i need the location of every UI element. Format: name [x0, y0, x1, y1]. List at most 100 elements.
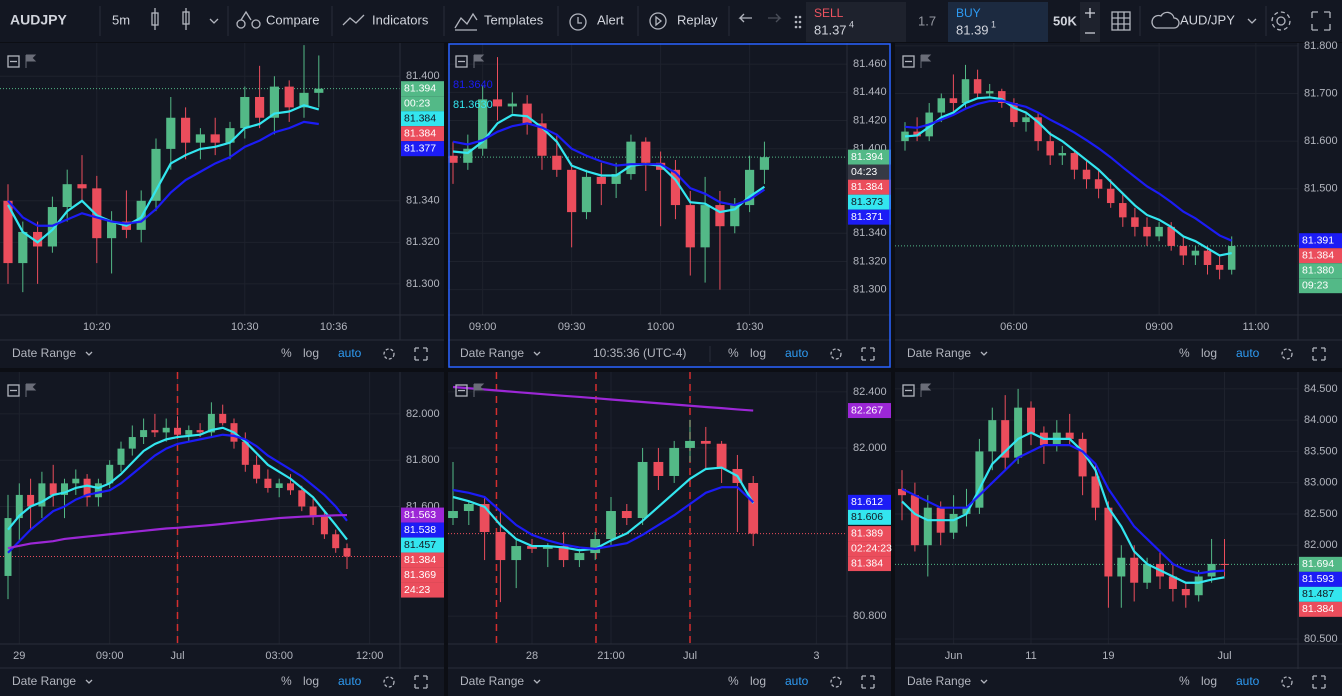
compare-icon[interactable] [236, 10, 261, 29]
flag-icon[interactable] [25, 383, 37, 397]
log-toggle[interactable]: log [1201, 674, 1217, 688]
date-range[interactable]: Date Range [12, 674, 76, 688]
auto-toggle[interactable]: auto [1236, 346, 1260, 360]
flag-icon[interactable] [25, 54, 37, 68]
settings-icon[interactable] [1281, 348, 1293, 360]
date-range[interactable]: Date Range [907, 674, 971, 688]
drag-handle [794, 15, 802, 29]
collapse-icon[interactable] [455, 55, 468, 68]
percent-toggle[interactable]: % [728, 346, 739, 360]
candle-body [1027, 407, 1035, 433]
log-toggle[interactable]: log [750, 674, 766, 688]
candle-body [745, 169, 755, 206]
date-range[interactable]: Date Range [460, 674, 524, 688]
candle-body [1094, 179, 1103, 189]
percent-toggle[interactable]: % [281, 674, 292, 688]
settings-icon[interactable] [830, 676, 842, 688]
candle-body [1215, 264, 1224, 270]
collapse-icon[interactable] [455, 384, 468, 397]
price-tag [401, 81, 444, 97]
legend-value: 81.3640 [453, 79, 493, 91]
flag-icon[interactable] [473, 54, 485, 68]
candle-body [700, 205, 710, 248]
log-toggle[interactable]: log [303, 674, 319, 688]
indicators-icon[interactable] [342, 14, 365, 26]
collapse-icon[interactable] [7, 55, 20, 68]
settings-icon[interactable] [830, 348, 842, 360]
candle-body [590, 539, 601, 554]
replay[interactable]: Replay [677, 12, 718, 27]
qty-stepper[interactable] [1080, 2, 1100, 42]
candle-body [478, 99, 488, 149]
alert[interactable]: Alert [597, 12, 624, 27]
date-range[interactable]: Date Range [460, 346, 524, 360]
redo[interactable] [768, 13, 782, 23]
fullscreen-icon[interactable] [1311, 11, 1331, 31]
candle-body [988, 420, 997, 452]
fullscreen-icon[interactable] [1312, 675, 1326, 689]
undo[interactable] [738, 13, 752, 23]
quantity[interactable]: 50K [1053, 13, 1077, 28]
fullscreen-icon[interactable] [414, 675, 428, 689]
x-tick-label: 10:30 [231, 321, 259, 333]
auto-toggle[interactable]: auto [785, 674, 809, 688]
auto-toggle[interactable]: auto [338, 674, 362, 688]
price-tag-label: 81.369 [404, 569, 436, 581]
alert-icon[interactable] [569, 13, 587, 31]
compare[interactable]: Compare [266, 12, 319, 27]
date-range[interactable]: Date Range [907, 346, 971, 360]
log-toggle[interactable]: log [303, 346, 319, 360]
symbol[interactable]: AUDJPY [10, 12, 67, 28]
settings-icon[interactable] [383, 676, 395, 688]
templates[interactable]: Templates [484, 12, 544, 27]
flag-icon[interactable] [920, 383, 932, 397]
fullscreen-icon[interactable] [1312, 347, 1326, 361]
candle-body [15, 494, 23, 519]
collapse-icon[interactable] [902, 55, 915, 68]
candle-body [92, 188, 102, 239]
templates-icon[interactable] [454, 12, 478, 31]
candle-body [448, 155, 458, 163]
sell-button[interactable] [806, 2, 906, 42]
percent-toggle[interactable]: % [281, 346, 292, 360]
auto-toggle[interactable]: auto [338, 346, 362, 360]
interval[interactable]: 5m [112, 12, 130, 27]
candle-body [225, 128, 235, 143]
percent-toggle[interactable]: % [1179, 674, 1190, 688]
collapse-icon[interactable] [7, 384, 20, 397]
fullscreen-icon[interactable] [861, 347, 875, 361]
fullscreen-icon[interactable] [861, 675, 875, 689]
fullscreen-icon[interactable] [414, 347, 428, 361]
settings-icon[interactable] [383, 348, 395, 360]
percent-toggle[interactable]: % [1179, 346, 1190, 360]
auto-toggle[interactable]: auto [1236, 674, 1260, 688]
candle-body [151, 148, 161, 201]
percent-toggle[interactable]: % [728, 674, 739, 688]
auto-toggle[interactable]: auto [785, 346, 809, 360]
cloud-icon[interactable] [1151, 11, 1180, 29]
price-tag [1299, 556, 1342, 572]
flag-icon[interactable] [920, 54, 932, 68]
bar-style[interactable] [151, 8, 219, 30]
y-tick-label: 83.000 [1304, 477, 1338, 489]
pair[interactable]: AUD/JPY [1180, 12, 1235, 27]
plot-area [0, 372, 400, 644]
candle-body [162, 427, 170, 433]
x-tick-label: 12:00 [356, 650, 384, 662]
pair-chevron[interactable] [1247, 18, 1257, 24]
settings-icon[interactable] [1281, 676, 1293, 688]
collapse-icon[interactable] [902, 384, 915, 397]
replay-icon[interactable] [649, 12, 667, 30]
log-toggle[interactable]: log [750, 346, 766, 360]
flag-icon[interactable] [473, 383, 485, 397]
indicators[interactable]: Indicators [372, 12, 429, 27]
candle-body [1046, 141, 1054, 156]
date-range[interactable]: Date Range [12, 346, 76, 360]
moving-average [904, 96, 1232, 257]
settings-icon[interactable] [1271, 11, 1291, 31]
price-tag [1299, 278, 1342, 294]
candle-body [552, 155, 562, 170]
layout-icon[interactable] [1111, 11, 1131, 31]
log-toggle[interactable]: log [1201, 346, 1217, 360]
buy-button[interactable] [948, 2, 1048, 42]
